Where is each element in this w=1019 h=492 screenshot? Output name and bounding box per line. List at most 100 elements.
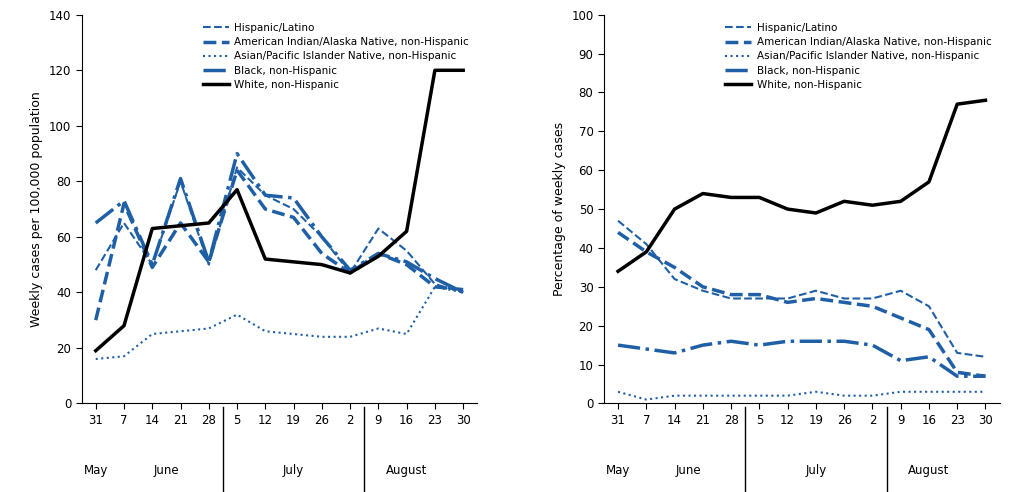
White, non-Hispanic — [809, 210, 821, 216]
White, non-Hispanic — [696, 190, 708, 196]
White, non-Hispanic — [343, 270, 356, 276]
American Indian/Alaska Native, non-Hispanic — [287, 215, 300, 220]
Hispanic/Latino — [203, 262, 215, 268]
Black, non-Hispanic — [725, 338, 737, 344]
Text: May: May — [84, 463, 108, 477]
Hispanic/Latino — [457, 289, 469, 295]
Black, non-Hispanic — [230, 151, 243, 156]
Black, non-Hispanic — [90, 220, 102, 226]
Hispanic/Latino — [372, 225, 384, 231]
White, non-Hispanic — [372, 253, 384, 259]
White, non-Hispanic — [640, 249, 652, 255]
Text: July: July — [282, 463, 304, 477]
American Indian/Alaska Native, non-Hispanic — [922, 327, 934, 333]
Line: American Indian/Alaska Native, non-Hispanic: American Indian/Alaska Native, non-Hispa… — [618, 232, 984, 376]
White, non-Hispanic — [118, 323, 130, 329]
Hispanic/Latino — [865, 296, 877, 302]
American Indian/Alaska Native, non-Hispanic — [457, 287, 469, 293]
Text: May: May — [605, 463, 630, 477]
White, non-Hispanic — [611, 268, 624, 274]
Black, non-Hispanic — [174, 176, 186, 182]
Black, non-Hispanic — [428, 276, 440, 281]
American Indian/Alaska Native, non-Hispanic — [838, 300, 850, 306]
Asian/Pacific Islander Native, non-Hispanic — [640, 397, 652, 402]
Asian/Pacific Islander Native, non-Hispanic — [316, 334, 328, 340]
Hispanic/Latino — [316, 234, 328, 240]
American Indian/Alaska Native, non-Hispanic — [725, 292, 737, 298]
Hispanic/Latino — [118, 220, 130, 226]
Hispanic/Latino — [146, 262, 158, 268]
Black, non-Hispanic — [640, 346, 652, 352]
Line: White, non-Hispanic: White, non-Hispanic — [96, 70, 463, 351]
Black, non-Hispanic — [457, 289, 469, 295]
American Indian/Alaska Native, non-Hispanic — [696, 284, 708, 290]
Asian/Pacific Islander Native, non-Hispanic — [343, 334, 356, 340]
Asian/Pacific Islander Native, non-Hispanic — [667, 393, 680, 399]
Hispanic/Latino — [667, 276, 680, 282]
White, non-Hispanic — [400, 228, 413, 234]
Hispanic/Latino — [894, 288, 906, 294]
Asian/Pacific Islander Native, non-Hispanic — [696, 393, 708, 399]
Asian/Pacific Islander Native, non-Hispanic — [118, 353, 130, 359]
American Indian/Alaska Native, non-Hispanic — [865, 303, 877, 309]
Hispanic/Latino — [950, 350, 962, 356]
White, non-Hispanic — [978, 97, 990, 103]
White, non-Hispanic — [457, 67, 469, 73]
Line: American Indian/Alaska Native, non-Hispanic: American Indian/Alaska Native, non-Hispa… — [96, 170, 463, 320]
Asian/Pacific Islander Native, non-Hispanic — [146, 331, 158, 337]
Black, non-Hispanic — [146, 262, 158, 268]
White, non-Hispanic — [894, 198, 906, 204]
Asian/Pacific Islander Native, non-Hispanic — [978, 389, 990, 395]
American Indian/Alaska Native, non-Hispanic — [428, 284, 440, 290]
White, non-Hispanic — [752, 194, 764, 200]
White, non-Hispanic — [781, 206, 793, 212]
Line: Asian/Pacific Islander Native, non-Hispanic: Asian/Pacific Islander Native, non-Hispa… — [96, 287, 463, 359]
Black, non-Hispanic — [838, 338, 850, 344]
Hispanic/Latino — [725, 296, 737, 302]
Black, non-Hispanic — [287, 195, 300, 201]
Asian/Pacific Islander Native, non-Hispanic — [90, 356, 102, 362]
Black, non-Hispanic — [696, 342, 708, 348]
Asian/Pacific Islander Native, non-Hispanic — [400, 331, 413, 337]
Hispanic/Latino — [752, 296, 764, 302]
Hispanic/Latino — [809, 288, 821, 294]
Line: Hispanic/Latino: Hispanic/Latino — [96, 167, 463, 292]
Hispanic/Latino — [230, 164, 243, 170]
Asian/Pacific Islander Native, non-Hispanic — [950, 389, 962, 395]
American Indian/Alaska Native, non-Hispanic — [950, 369, 962, 375]
Line: Asian/Pacific Islander Native, non-Hispanic: Asian/Pacific Islander Native, non-Hispa… — [618, 392, 984, 400]
Asian/Pacific Islander Native, non-Hispanic — [809, 389, 821, 395]
Hispanic/Latino — [696, 288, 708, 294]
Hispanic/Latino — [90, 267, 102, 273]
American Indian/Alaska Native, non-Hispanic — [372, 250, 384, 256]
Black, non-Hispanic — [400, 259, 413, 265]
White, non-Hispanic — [667, 206, 680, 212]
Text: June: June — [676, 463, 701, 477]
American Indian/Alaska Native, non-Hispanic — [978, 373, 990, 379]
Asian/Pacific Islander Native, non-Hispanic — [259, 328, 271, 334]
Text: July: July — [804, 463, 825, 477]
Asian/Pacific Islander Native, non-Hispanic — [203, 326, 215, 332]
Asian/Pacific Islander Native, non-Hispanic — [230, 311, 243, 317]
Asian/Pacific Islander Native, non-Hispanic — [781, 393, 793, 399]
Line: Hispanic/Latino: Hispanic/Latino — [618, 221, 984, 357]
Hispanic/Latino — [428, 281, 440, 287]
American Indian/Alaska Native, non-Hispanic — [809, 296, 821, 302]
Asian/Pacific Islander Native, non-Hispanic — [865, 393, 877, 399]
Black, non-Hispanic — [894, 358, 906, 364]
White, non-Hispanic — [865, 202, 877, 208]
Black, non-Hispanic — [781, 338, 793, 344]
Black, non-Hispanic — [372, 250, 384, 256]
Asian/Pacific Islander Native, non-Hispanic — [457, 289, 469, 295]
American Indian/Alaska Native, non-Hispanic — [667, 264, 680, 270]
Black, non-Hispanic — [611, 342, 624, 348]
American Indian/Alaska Native, non-Hispanic — [894, 315, 906, 321]
Text: June: June — [154, 463, 179, 477]
White, non-Hispanic — [259, 256, 271, 262]
American Indian/Alaska Native, non-Hispanic — [343, 270, 356, 276]
Black, non-Hispanic — [316, 234, 328, 240]
American Indian/Alaska Native, non-Hispanic — [174, 220, 186, 226]
Hispanic/Latino — [174, 179, 186, 184]
Asian/Pacific Islander Native, non-Hispanic — [922, 389, 934, 395]
Hispanic/Latino — [781, 296, 793, 302]
